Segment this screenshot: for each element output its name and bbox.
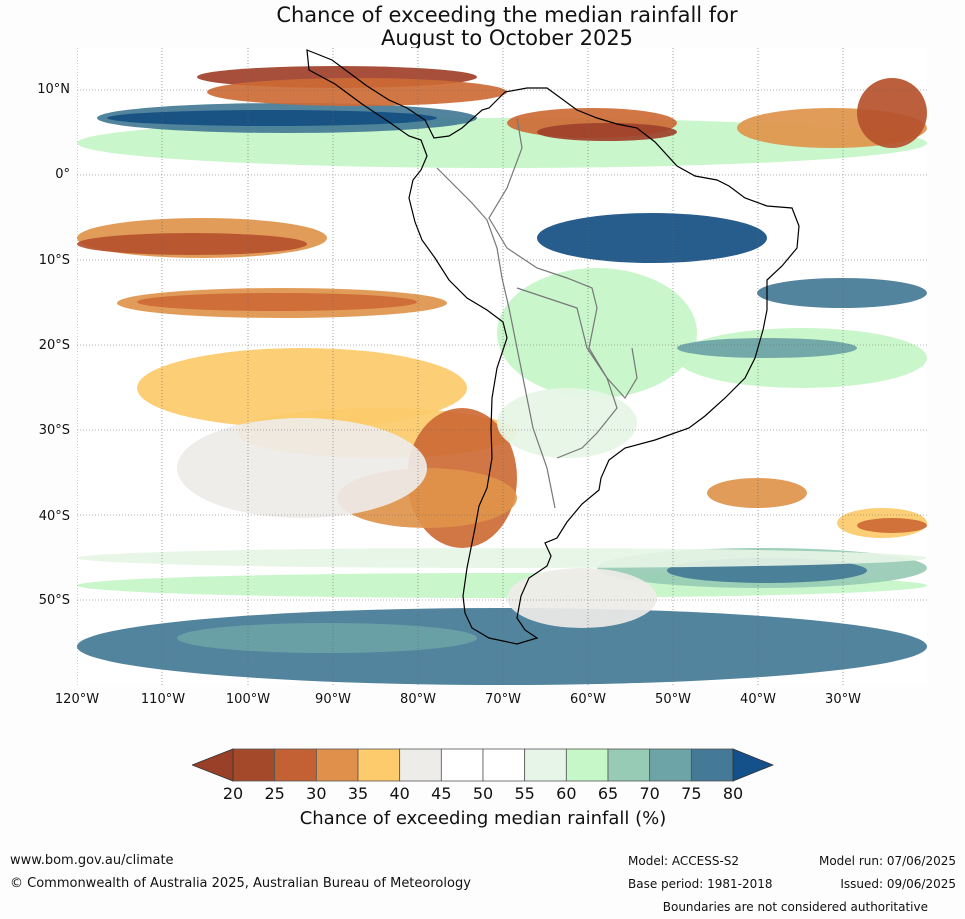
lon-label-110w: 110°W [140, 692, 186, 707]
colorbar-segment [440, 748, 484, 782]
probability-region [857, 78, 927, 148]
colorbar-segment [524, 748, 567, 782]
colorbar-title: Chance of exceeding median rainfall (%) [299, 808, 667, 829]
coastline [306, 49, 800, 645]
title-line-2: August to October 2025 [380, 26, 634, 50]
colorbar-segment [482, 748, 526, 782]
south-america-coastline [306, 49, 800, 645]
probability-region [497, 388, 637, 458]
title-line-1: Chance of exceeding the median rainfall … [276, 3, 738, 27]
probability-region [857, 518, 927, 533]
colorbar-tick-label: 50 [472, 784, 494, 803]
colorbar-tick-label: 60 [556, 784, 577, 803]
colorbar-segment [649, 748, 692, 782]
map-canvas [77, 48, 927, 685]
lon-label-90w: 90°W [315, 692, 351, 707]
colorbar-tick-label: 35 [347, 784, 369, 803]
colorbar-tick-label: 40 [389, 784, 410, 803]
colorbar-tick-label: 20 [222, 784, 244, 803]
map-gridlines [77, 48, 927, 685]
lon-label-80w: 80°W [400, 692, 436, 707]
border-argentina-chile [556, 377, 618, 459]
probability-region [107, 110, 437, 126]
colorbar-low-arrow [192, 748, 234, 782]
probability-region [677, 338, 857, 358]
copyright-text: © Commonwealth of Australia 2025, Austra… [10, 876, 471, 891]
probability-region [77, 548, 927, 568]
probability-region [707, 478, 807, 508]
colorbar-tick-label: 70 [639, 784, 660, 803]
map-title: Chance of exceeding the median rainfall … [0, 4, 965, 50]
colorbar-segment [232, 748, 276, 782]
colorbar-tick-label: 45 [431, 784, 452, 803]
probability-region [177, 623, 477, 653]
probability-region [507, 568, 657, 628]
lon-label-60w: 60°W [570, 692, 606, 707]
probability-region [177, 418, 427, 518]
lon-label-40w: 40°W [740, 692, 776, 707]
probability-region [497, 268, 697, 398]
probability-region [137, 348, 467, 428]
colorbar-segment [315, 748, 359, 782]
lat-label-30s: 30°S [38, 423, 70, 438]
lon-label-70w: 70°W [485, 692, 521, 707]
country-borders [436, 117, 638, 509]
probability-region [77, 233, 307, 255]
colorbar-segment [357, 748, 401, 782]
border-andes [436, 167, 556, 509]
colorbar-segments [232, 748, 734, 782]
colorbar-tick-label: 30 [306, 784, 327, 803]
lon-label-120w: 120°W [54, 692, 100, 707]
model-name: Model: ACCESS-S2 [628, 854, 740, 868]
colorbar-segment [607, 748, 651, 782]
border-bolivia-paraguay [516, 287, 638, 400]
colorbar-tick-label: 80 [722, 784, 744, 803]
probability-field [77, 66, 927, 685]
probability-region [677, 328, 927, 388]
probability-region [757, 278, 927, 308]
colorbar-tick-label: 55 [514, 784, 535, 803]
colorbar-tick-label: 25 [264, 784, 285, 803]
colorbar [192, 748, 774, 782]
lat-label-10s: 10°S [38, 253, 70, 268]
website-link[interactable]: www.bom.gov.au/climate [10, 853, 174, 868]
probability-region [137, 293, 417, 311]
lon-label-50w: 50°W [655, 692, 691, 707]
base-period: Base period: 1981-2018 [628, 877, 773, 891]
colorbar-segment [690, 748, 734, 782]
lat-label-10n: 10°N [37, 82, 70, 97]
colorbar-tick-label: 65 [597, 784, 619, 803]
colorbar-segment [565, 748, 609, 782]
rainfall-map [77, 48, 927, 685]
lon-label-30w: 30°W [825, 692, 861, 707]
lat-label-40s: 40°S [38, 509, 70, 524]
colorbar-high-arrow [732, 748, 774, 782]
probability-region [537, 213, 767, 263]
lat-label-0: 0° [55, 167, 70, 182]
colorbar-segment [274, 748, 317, 782]
probability-region [537, 123, 677, 141]
boundaries-disclaimer: Boundaries are not considered authoritat… [662, 900, 928, 914]
model-run-date: Model run: 07/06/2025 [818, 854, 956, 868]
probability-region [207, 78, 507, 106]
lat-label-20s: 20°S [38, 338, 70, 353]
colorbar-tick-label: 75 [681, 784, 702, 803]
lon-label-100w: 100°W [225, 692, 271, 707]
issued-date: Issued: 09/06/2025 [840, 877, 956, 891]
border-brazil-west [488, 117, 608, 379]
colorbar-segment [399, 748, 442, 782]
lat-label-50s: 50°S [38, 593, 70, 608]
